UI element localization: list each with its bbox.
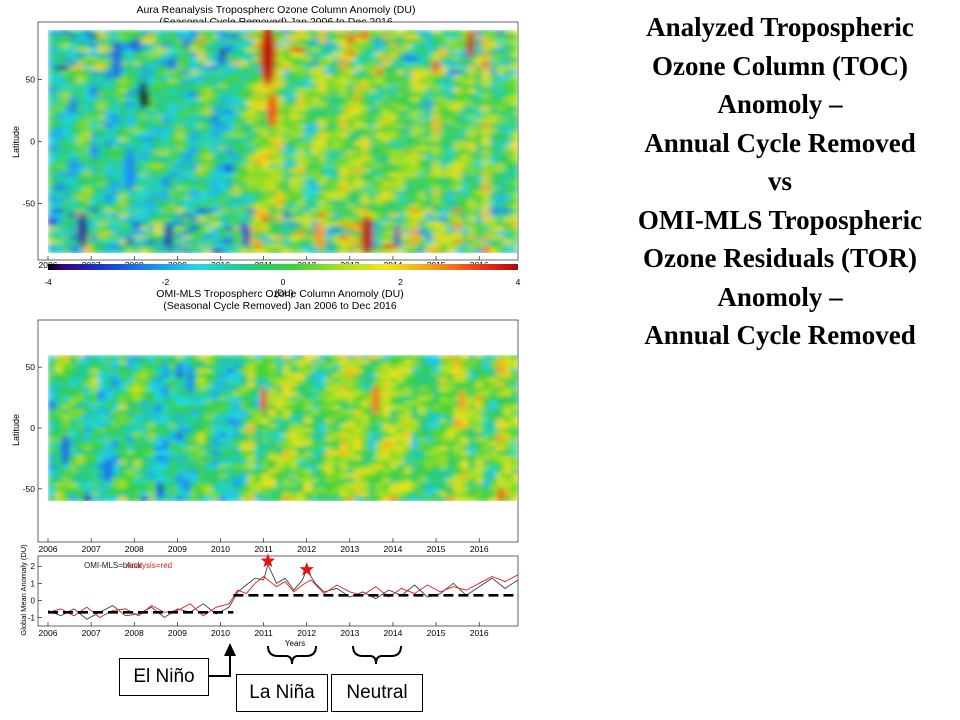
x-tick-label: 2009 — [168, 544, 187, 554]
heatmap-tor-title: OMI-MLS Tropospherc Ozone Column Anomoly… — [156, 288, 403, 300]
title-line: Anomoly – — [717, 281, 843, 312]
colorbar-tick-label: 0 — [281, 277, 286, 287]
line-chart-x-ticks: 2006 2007 2008 2009 2010 2011 2012 2013 2014 2015… — [39, 622, 489, 638]
x-tick-label: 2011 — [254, 628, 273, 638]
line-chart-y-ticks: 2 1 0 -1 — [28, 562, 42, 622]
y-tick-label: 50 — [26, 362, 36, 372]
line-chart-xlabel: Years — [285, 639, 305, 648]
x-tick-label: 2016 — [470, 628, 489, 638]
x-tick-label: 2009 — [168, 628, 187, 638]
title-line: OMI-MLS Tropospheric — [637, 204, 923, 235]
y-tick-label: 0 — [31, 596, 36, 605]
title-line: Ozone Residuals (TOR) — [642, 243, 918, 273]
la-nina-bracket — [267, 645, 317, 665]
title-line: vs — [767, 166, 792, 196]
heatmap-toc-title: Aura Reanalysis Tropospherc Ozone Column… — [137, 4, 416, 16]
x-tick-label: 2010 — [211, 544, 230, 554]
x-tick-label: 2016 — [470, 544, 489, 554]
legend-omi: OMI-MLS=black — [84, 561, 143, 570]
neutral-bracket — [352, 645, 402, 665]
colorbar-ticks: -4 -2 0 2 4 — [44, 277, 520, 287]
y-tick-label: -1 — [28, 613, 36, 622]
line-chart-legend: OMI-MLS=black Analysis=red — [84, 561, 172, 570]
x-tick-label: 2007 — [82, 544, 101, 554]
y-tick-label: 1 — [31, 579, 36, 588]
heatmap-toc-cells — [48, 30, 518, 253]
el-nino-arrow — [209, 652, 231, 677]
annotation-graphics — [209, 643, 402, 677]
colorbar-tick-label: -4 — [44, 277, 52, 287]
heatmap-toc-y-ticks: 50 0 -50 — [23, 75, 42, 208]
title-line: Ozone Column (TOC) — [651, 50, 908, 81]
heatmap-tor-cells — [48, 355, 518, 501]
x-tick-label: 2012 — [297, 628, 316, 638]
x-tick-label: 2006 — [39, 544, 58, 554]
y-tick-label: -50 — [23, 198, 36, 208]
x-tick-label: 2015 — [427, 628, 446, 638]
heatmap-tor-y-ticks: 50 0 -50 — [23, 362, 42, 494]
heatmap-tor-ylabel: Latitude — [11, 414, 21, 446]
colorbar-tick-label: 2 — [398, 277, 403, 287]
title-line: Anomoly – — [717, 89, 843, 119]
y-tick-label: 50 — [26, 75, 36, 85]
x-tick-label: 2010 — [211, 628, 230, 638]
global-mean-chart: Global Mean Anomaly (DU) 210-1 2006 2007 2… — [19, 544, 519, 648]
x-tick-label: 2011 — [254, 544, 273, 554]
el-nino-label: El Niño — [119, 658, 209, 696]
colorbar-unit: (DU) — [275, 288, 294, 298]
slide-title: Analyzed Tropospheric Ozone Column (TOC)… — [600, 8, 960, 355]
x-tick-label: 2007 — [82, 628, 101, 638]
y-tick-label: -50 — [23, 484, 36, 494]
title-line: Annual Cycle Removed — [644, 320, 916, 350]
x-tick-label: 2008 — [125, 628, 144, 638]
y-tick-label: 2 — [31, 562, 36, 571]
y-tick-label: 0 — [30, 423, 35, 433]
x-tick-label: 2013 — [340, 628, 359, 638]
x-tick-label: 2008 — [125, 544, 144, 554]
x-tick-label: 2006 — [39, 628, 58, 638]
line-chart-ylabel: Global Mean Anomaly (DU) — [19, 544, 28, 636]
x-tick-label: 2013 — [340, 544, 359, 554]
la-nina-label: La Niña — [236, 674, 328, 712]
x-tick-label: 2014 — [383, 628, 402, 638]
el-nino-arrowhead — [224, 643, 236, 656]
heatmap-toc-ylabel: Latitude — [11, 126, 21, 158]
heatmap-tor-subtitle: (Seasonal Cycle Removed) Jan 2006 to Dec… — [163, 300, 397, 312]
colorbar — [48, 264, 518, 270]
title-line: Annual Cycle Removed — [644, 127, 916, 158]
line-chart-series — [47, 553, 519, 620]
y-tick-label: 0 — [30, 137, 35, 147]
heatmap-tor-x-ticks: 2006 2007 2008 2009 2010 2011 2012 2013 2014 2015… — [39, 538, 489, 554]
heatmap-toc: Aura Reanalysis Tropospherc Ozone Column… — [11, 4, 521, 298]
x-tick-label: 2014 — [383, 544, 402, 554]
title-line: Analyzed Tropospheric — [646, 12, 914, 42]
colorbar-tick-label: -2 — [162, 277, 170, 287]
colorbar-tick-label: 4 — [516, 277, 521, 287]
star-marker — [260, 553, 275, 568]
legend-analysis: Analysis=red — [126, 561, 172, 570]
x-tick-label: 2015 — [427, 544, 446, 554]
neutral-label: Neutral — [331, 674, 423, 712]
heatmap-tor: OMI-MLS Tropospherc Ozone Column Anomoly… — [11, 288, 519, 554]
star-marker — [299, 562, 314, 576]
x-tick-label: 2012 — [297, 544, 316, 554]
